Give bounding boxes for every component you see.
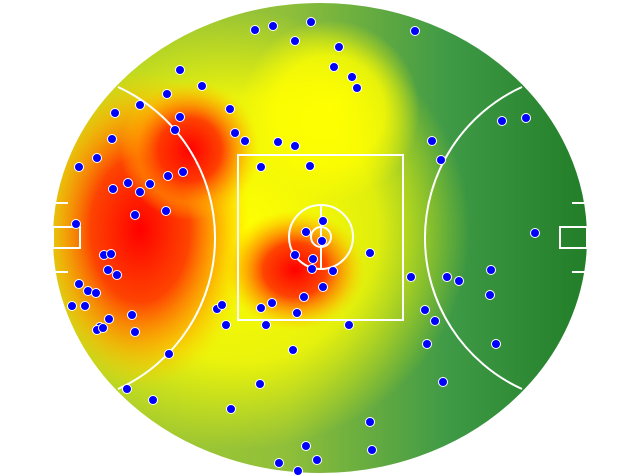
point — [290, 141, 300, 151]
point — [410, 26, 420, 36]
point — [352, 83, 362, 93]
point — [106, 249, 116, 259]
point — [486, 265, 496, 275]
point — [74, 162, 84, 172]
point — [365, 248, 375, 258]
point — [268, 21, 278, 31]
point — [406, 272, 416, 282]
point — [108, 184, 118, 194]
point — [430, 316, 440, 326]
point — [290, 36, 300, 46]
point — [230, 128, 240, 138]
point — [344, 320, 354, 330]
point — [71, 219, 81, 229]
point — [104, 314, 114, 324]
point — [308, 254, 318, 264]
point — [307, 264, 317, 274]
point — [197, 81, 207, 91]
point — [91, 288, 101, 298]
point — [318, 282, 328, 292]
point — [438, 377, 448, 387]
points — [67, 17, 540, 476]
point — [127, 310, 137, 320]
point — [328, 266, 338, 276]
point — [162, 89, 172, 99]
point — [178, 167, 188, 177]
point — [67, 301, 77, 311]
point — [148, 395, 158, 405]
point — [256, 162, 266, 172]
point — [312, 455, 322, 465]
point — [442, 272, 452, 282]
point — [292, 308, 302, 318]
point — [306, 17, 316, 27]
point — [135, 187, 145, 197]
point — [175, 65, 185, 75]
point — [225, 104, 235, 114]
point — [422, 339, 432, 349]
point — [267, 298, 277, 308]
point — [485, 290, 495, 300]
point — [521, 113, 531, 123]
point — [293, 466, 303, 476]
point — [130, 210, 140, 220]
point — [256, 303, 266, 313]
point — [164, 349, 174, 359]
point — [130, 327, 140, 337]
point — [367, 445, 377, 455]
point — [170, 125, 180, 135]
point — [273, 137, 283, 147]
point — [491, 339, 501, 349]
point — [274, 458, 284, 468]
point — [261, 320, 271, 330]
point — [161, 206, 171, 216]
point — [530, 228, 540, 238]
point — [217, 300, 227, 310]
point — [226, 404, 236, 414]
field-lines — [51, 1, 589, 475]
point — [334, 42, 344, 52]
point — [305, 161, 315, 171]
point — [318, 216, 328, 226]
point — [301, 227, 311, 237]
point — [454, 276, 464, 286]
point — [301, 441, 311, 451]
point — [123, 178, 133, 188]
point — [436, 155, 446, 165]
point — [135, 100, 145, 110]
point — [497, 116, 507, 126]
point — [255, 379, 265, 389]
point — [175, 112, 185, 122]
point — [112, 270, 122, 280]
point — [299, 292, 309, 302]
point — [240, 136, 250, 146]
point — [427, 136, 437, 146]
point — [288, 345, 298, 355]
point — [110, 108, 120, 118]
point — [98, 323, 108, 333]
point — [290, 250, 300, 260]
point — [420, 305, 430, 315]
point — [74, 279, 84, 289]
point — [365, 417, 375, 427]
point — [107, 134, 117, 144]
point — [145, 179, 155, 189]
point — [122, 384, 132, 394]
point — [329, 62, 339, 72]
point — [92, 153, 102, 163]
point — [163, 171, 173, 181]
point — [80, 301, 90, 311]
point — [250, 25, 260, 35]
point — [347, 72, 357, 82]
point — [103, 265, 113, 275]
point — [317, 236, 327, 246]
point — [221, 320, 231, 330]
